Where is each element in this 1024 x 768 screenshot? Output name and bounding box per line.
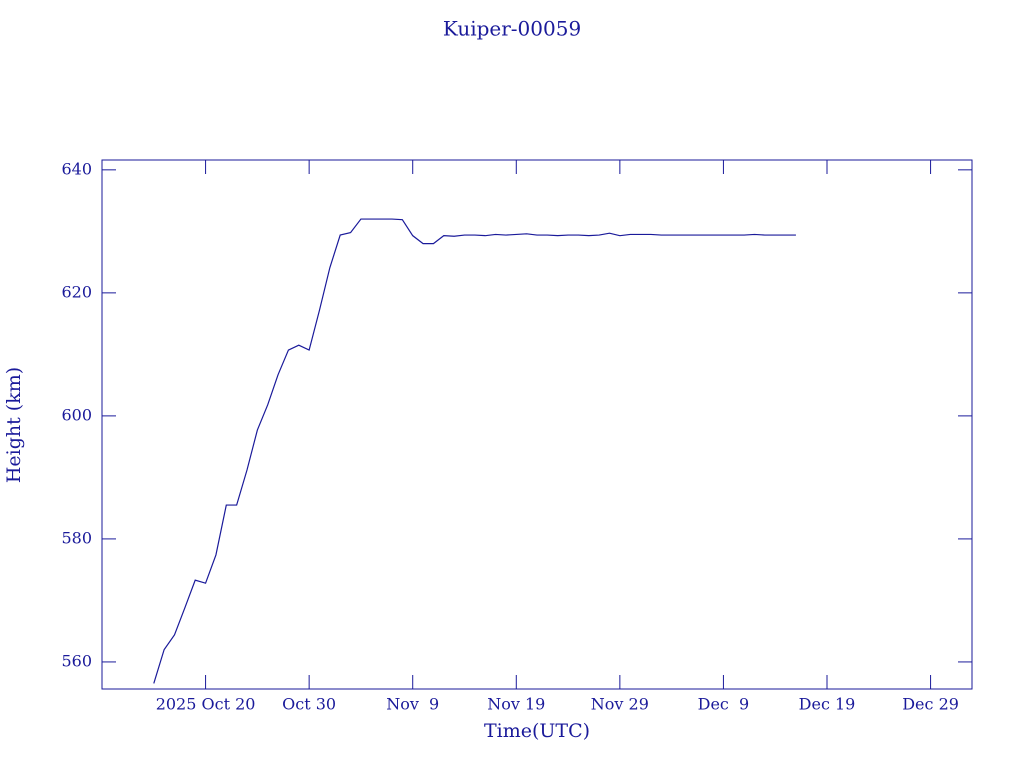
- y-axis-label: Height (km): [3, 367, 25, 483]
- x-tick-label: Nov 9: [386, 695, 439, 714]
- x-tick-label: Nov 29: [591, 695, 649, 714]
- chart-title: Kuiper-00059: [443, 17, 581, 41]
- x-axis-label: Time(UTC): [484, 720, 590, 742]
- x-tick-label: Nov 19: [487, 695, 545, 714]
- plot-frame: [101, 159, 973, 690]
- y-tick-label: 600: [61, 405, 92, 424]
- x-tick-label: Dec 19: [799, 695, 856, 714]
- x-tick-label: Dec 29: [902, 695, 959, 714]
- x-tick-label: Oct 30: [282, 695, 336, 714]
- x-tick-label: 2025 Oct 20: [156, 695, 256, 714]
- y-tick-label: 640: [61, 159, 92, 178]
- y-tick-label: 580: [61, 528, 92, 547]
- y-tick-label: 560: [61, 651, 92, 670]
- data-line: [153, 218, 796, 684]
- x-tick-label: Dec 9: [698, 695, 750, 714]
- y-tick-label: 620: [61, 282, 92, 301]
